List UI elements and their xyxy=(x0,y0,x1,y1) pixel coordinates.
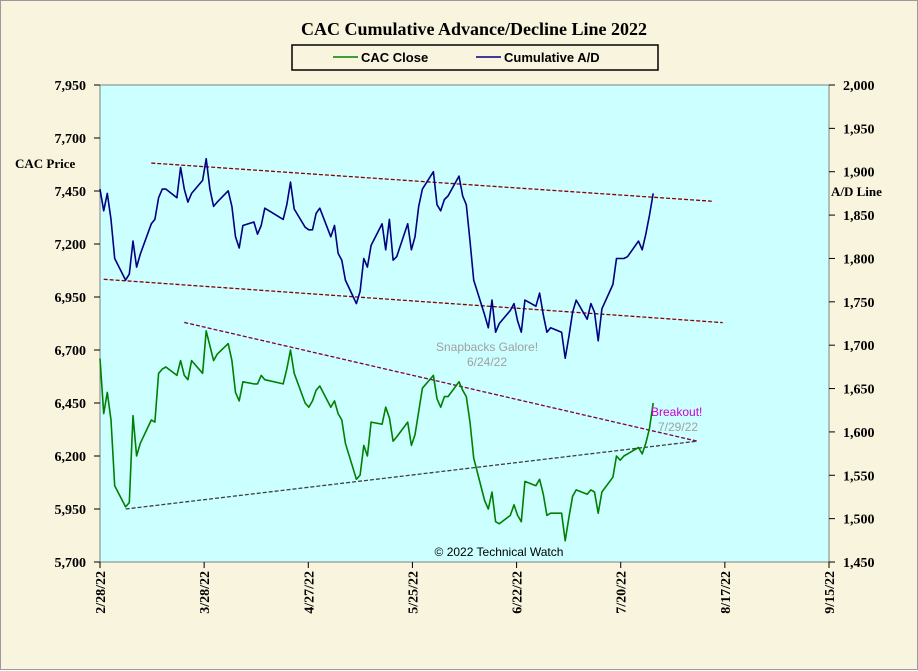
annotation-breakout: Breakout! xyxy=(651,405,702,419)
legend: CAC Close Cumulative A/D xyxy=(291,44,659,71)
right-tick-label: 1,500 xyxy=(843,513,875,528)
annotation-snapbacks: Snapbacks Galore! xyxy=(436,340,538,354)
legend-label-cumulative-ad: Cumulative A/D xyxy=(504,50,600,65)
right-tick-label: 1,950 xyxy=(843,122,875,137)
right-tick-label: 2,000 xyxy=(843,79,875,94)
left-tick-label: 5,700 xyxy=(55,556,87,571)
right-axis-ticks: 1,450 1,500 1,550 1,600 1,650 1,700 1,750 1,800… xyxy=(829,79,875,571)
left-tick-label: 6,700 xyxy=(55,344,87,359)
left-tick-label: 6,200 xyxy=(55,450,87,465)
x-tick-label: 8/17/22 xyxy=(719,571,734,614)
series-line-cac-close xyxy=(99,330,654,542)
left-axis-ticks: 5,700 5,950 6,200 6,450 6,700 6,950 7,200 7,450… xyxy=(55,79,100,571)
left-tick-label: 7,950 xyxy=(55,79,87,94)
trendline-2 xyxy=(103,278,723,324)
left-axis-label: CAC Price xyxy=(15,156,76,171)
left-tick-label: 7,700 xyxy=(55,132,87,147)
annotation-snapbacks-date: 6/24/22 xyxy=(467,355,507,369)
right-tick-label: 1,850 xyxy=(843,209,875,224)
annotation-breakout-date: 7/29/22 xyxy=(658,420,698,434)
series-line-cumulative-ad xyxy=(99,157,654,360)
left-tick-label: 7,200 xyxy=(55,238,87,253)
left-tick-label: 6,950 xyxy=(55,291,87,306)
chart-title: CAC Cumulative Advance/Decline Line 2022 xyxy=(301,19,647,39)
right-tick-label: 1,900 xyxy=(843,166,875,181)
trendline-1 xyxy=(151,162,712,202)
left-tick-label: 5,950 xyxy=(55,503,87,518)
series-lines xyxy=(99,157,654,542)
x-tick-label: 2/28/22 xyxy=(94,571,109,614)
right-tick-label: 1,550 xyxy=(843,469,875,484)
x-tick-label: 7/20/22 xyxy=(615,571,630,614)
copyright-text: © 2022 Technical Watch xyxy=(435,545,564,559)
right-tick-label: 1,700 xyxy=(843,339,875,354)
x-tick-label: 3/28/22 xyxy=(198,571,213,614)
x-tick-label: 9/15/22 xyxy=(823,571,838,614)
right-axis-label: A/D Line xyxy=(831,184,882,199)
right-tick-label: 1,650 xyxy=(843,383,875,398)
x-tick-label: 5/25/22 xyxy=(406,571,421,614)
right-tick-label: 1,800 xyxy=(843,252,875,267)
plot-area xyxy=(99,84,830,563)
x-tick-label: 6/22/22 xyxy=(511,571,526,614)
left-tick-label: 7,450 xyxy=(55,185,87,200)
x-tick-label: 4/27/22 xyxy=(302,571,317,614)
right-tick-label: 1,600 xyxy=(843,426,875,441)
right-tick-label: 1,450 xyxy=(843,556,875,571)
right-tick-label: 1,750 xyxy=(843,296,875,311)
left-tick-label: 6,450 xyxy=(55,397,87,412)
legend-label-cac-close: CAC Close xyxy=(361,50,428,65)
x-axis-ticks: 2/28/22 3/28/22 4/27/22 5/25/22 6/22/22 7/20/… xyxy=(94,562,838,614)
trendlines xyxy=(103,162,723,510)
trendline-3 xyxy=(184,321,698,442)
